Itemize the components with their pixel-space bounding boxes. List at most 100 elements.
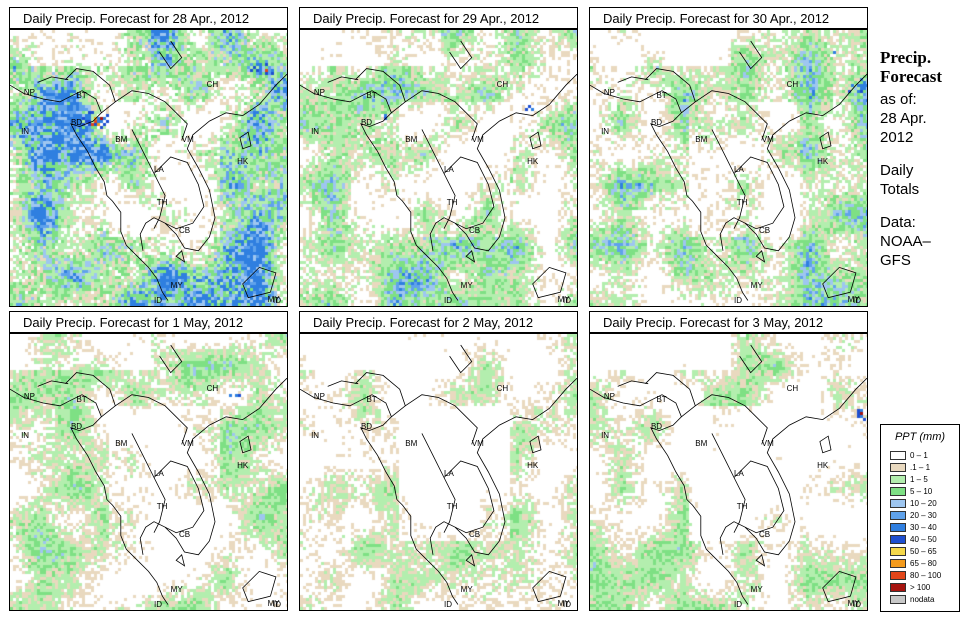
country-label: VM [761, 438, 774, 448]
boundary-line [429, 377, 577, 556]
country-label: TH [156, 502, 168, 512]
boundary-line [131, 129, 166, 229]
country-label: MY [557, 598, 570, 608]
country-boundaries [300, 40, 577, 301]
boundary-line [429, 73, 577, 252]
data-source-line1: Data: [880, 214, 916, 231]
boundary-line [300, 84, 459, 301]
island-outline [175, 250, 186, 263]
panel-title: Daily Precip. Forecast for 29 Apr., 2012 [299, 7, 578, 29]
country-label: BM [115, 134, 128, 144]
country-label: TH [446, 502, 458, 512]
boundary-line [153, 156, 205, 230]
legend-swatch [890, 583, 906, 592]
boundary-line [645, 372, 696, 406]
precip-map: NP BT IN BD BM CH VM LA HK TH CB MY ID MY ID [589, 333, 868, 611]
country-label: CB [758, 225, 771, 235]
legend-label: 50 – 65 [910, 547, 937, 556]
legend-swatch [890, 499, 906, 508]
legend-swatch [890, 511, 906, 520]
country-label: ID [734, 600, 743, 609]
boundary-line [355, 372, 406, 406]
country-label: ID [154, 600, 163, 609]
asof-label: as of: [880, 91, 917, 108]
forecast-panel: Daily Precip. Forecast for 3 May, 2012 NP… [589, 311, 870, 611]
boundary-line [711, 433, 746, 533]
country-label: ID [563, 600, 571, 609]
country-label: BD [360, 118, 373, 128]
country-label: ID [273, 600, 281, 609]
legend-swatch [890, 475, 906, 484]
boundary-line [300, 388, 459, 605]
boundary-line [391, 90, 478, 141]
country-label: HK [237, 156, 249, 166]
legend-label: 30 – 40 [910, 523, 937, 532]
country-label: CH [786, 383, 799, 393]
legend-swatch [890, 595, 906, 604]
boundary-line [327, 76, 359, 83]
country-label: HK [817, 156, 829, 166]
country-label: TH [736, 502, 748, 512]
boundary-line [153, 460, 205, 534]
country-label: ID [444, 296, 453, 305]
island-outline [755, 250, 766, 263]
precip-raster [300, 30, 577, 306]
asof-date-line1: 28 Apr. [880, 110, 927, 127]
forecast-panel: Daily Precip. Forecast for 28 Apr., 2012… [9, 7, 290, 307]
country-label: BD [650, 118, 663, 128]
boundary-line [131, 433, 166, 533]
country-label: BD [360, 422, 373, 432]
legend-swatch [890, 487, 906, 496]
country-label: MY [750, 585, 763, 595]
legend-label: 10 – 20 [910, 499, 937, 508]
island-outline [242, 570, 277, 603]
country-label: LA [734, 469, 744, 479]
country-boundaries [10, 40, 287, 301]
boundary-line [101, 394, 188, 445]
precip-raster [590, 334, 867, 610]
country-label: IN [311, 430, 320, 440]
precip-raster [10, 30, 287, 306]
country-label: NP [313, 391, 325, 401]
country-label: VM [761, 134, 774, 144]
panel-title: Daily Precip. Forecast for 2 May, 2012 [299, 311, 578, 333]
forecast-panel: Daily Precip. Forecast for 2 May, 2012 NP… [299, 311, 580, 611]
legend-swatch [890, 535, 906, 544]
boundary-line [159, 40, 183, 70]
precip-legend: PPT (mm) 0 – 1 .1 – 1 1 – 5 5 – 10 10 – 20 20… [880, 424, 960, 612]
country-label: BM [695, 438, 708, 448]
country-label: ID [154, 296, 163, 305]
island-outline [465, 554, 476, 567]
boundary-line [10, 84, 169, 301]
precip-map: NP BT IN BD BM CH VM LA HK TH CB MY ID MY ID [589, 29, 868, 307]
country-label: CB [758, 529, 771, 539]
island-outline [239, 435, 252, 454]
panel-title: Daily Precip. Forecast for 28 Apr., 2012 [9, 7, 288, 29]
country-label: CH [496, 79, 509, 89]
boundary-line [65, 372, 116, 406]
country-label: BT [656, 90, 667, 100]
boundary-line [645, 68, 696, 102]
country-label: MY [267, 294, 280, 304]
country-label: MY [170, 281, 183, 291]
island-outline [819, 131, 832, 150]
island-outline [175, 554, 186, 567]
boundary-line [37, 380, 69, 387]
country-label: ID [734, 296, 743, 305]
legend-swatch [890, 523, 906, 532]
country-label: MY [460, 281, 473, 291]
precip-map: NP BT IN BD BM CH VM LA HK TH CB MY ID MY ID [299, 333, 578, 611]
country-label: VM [181, 438, 194, 448]
country-label: MY [847, 294, 860, 304]
precip-map: NP BT IN BD BM CH VM LA HK TH CB MY ID MY ID [9, 333, 288, 611]
country-label: BD [70, 422, 83, 432]
country-label: IN [601, 126, 610, 136]
legend-label: .1 – 1 [910, 463, 931, 472]
boundary-line [719, 73, 867, 252]
island-outline [819, 435, 832, 454]
boundary-line [590, 84, 749, 301]
data-source-line3: GFS [880, 252, 911, 269]
island-outline [532, 266, 567, 299]
country-label: TH [736, 198, 748, 208]
country-boundaries [10, 344, 287, 605]
